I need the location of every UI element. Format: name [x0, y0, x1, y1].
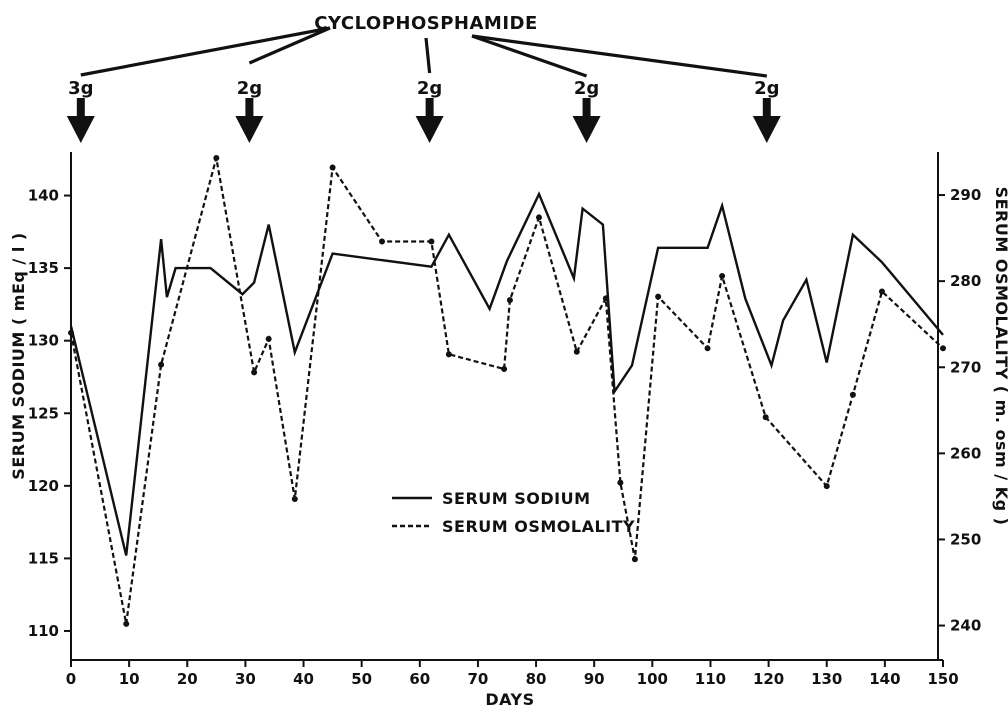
- y-left-axis-title: SERUM SODIUM ( mEq / l ): [9, 232, 28, 479]
- serum-osmolality-point: [506, 297, 513, 304]
- x-tick-label: 30: [235, 670, 256, 688]
- y-left-tick-label: 125: [28, 404, 59, 422]
- y-left-tick-label: 130: [28, 332, 59, 350]
- x-tick-label: 80: [526, 670, 547, 688]
- serum-osmolality-point: [535, 214, 542, 221]
- serum-osmolality-point: [573, 348, 580, 355]
- legend-label: SERUM SODIUM: [442, 489, 591, 508]
- dose-connector-line: [471, 34, 768, 78]
- serum-osmolality-point: [291, 495, 298, 502]
- serum-osmolality-point: [379, 238, 386, 245]
- cyclophosphamide-annotation: CYCLOPHOSPHAMIDE 3g 2g 2g 2g 2g: [66, 13, 781, 143]
- x-tick-label: 150: [927, 670, 958, 688]
- axes: 0 10 20 30 40 50 60 70 80 90 100 110 120 130 140 150 110…: [28, 152, 981, 688]
- dose-arrow-head: [415, 116, 444, 143]
- serum-sodium-line: [69, 191, 944, 556]
- x-tick-label: 40: [293, 670, 314, 688]
- x-tick-label: 0: [66, 670, 76, 688]
- dose-arrow-shaft: [76, 98, 85, 118]
- y-right-tick-label: 240: [950, 617, 981, 635]
- dose-arrow-shaft: [762, 98, 771, 118]
- y-right-tick-label: 270: [950, 358, 981, 376]
- x-tick-label: 50: [351, 670, 372, 688]
- serum-osmolality-point: [617, 479, 624, 486]
- x-tick-label: 10: [119, 670, 140, 688]
- serum-osmolality-point: [849, 391, 856, 398]
- x-tick-label: 20: [177, 670, 198, 688]
- dose-arrow-shaft: [425, 98, 434, 118]
- serum-osmolality-point: [823, 483, 830, 490]
- dose-label: 3g: [68, 78, 93, 99]
- x-tick-label: 120: [753, 670, 784, 688]
- dose-label: 2g: [574, 78, 599, 99]
- series: [68, 155, 946, 627]
- x-tick-label: 130: [811, 670, 842, 688]
- dose-connector-line: [471, 34, 588, 78]
- x-tick-label: 90: [584, 670, 605, 688]
- y-right-tick-label: 260: [950, 444, 981, 462]
- legend: SERUM SODIUM SERUM OSMOLALITY: [392, 489, 635, 536]
- y-right-axis-title: SERUM OSMOLALITY ( m. osm / Kg ): [992, 187, 1008, 526]
- x-tick-label: 140: [869, 670, 900, 688]
- serum-osmolality-line: [69, 157, 944, 625]
- serum-osmolality-point: [501, 365, 508, 372]
- dose-arrow-head: [235, 116, 264, 143]
- x-tick-label: 60: [409, 670, 430, 688]
- dose-arrow-head: [66, 116, 95, 143]
- serum-osmolality-point: [631, 556, 638, 563]
- y-left-tick-label: 140: [28, 187, 59, 205]
- x-tick-label: 100: [637, 670, 668, 688]
- y-right-tick-label: 250: [950, 530, 981, 548]
- y-left-tick-label: 110: [28, 622, 59, 640]
- x-tick-label: 70: [467, 670, 488, 688]
- serum-osmolality-point: [719, 272, 726, 279]
- x-axis-title: DAYS: [485, 690, 534, 709]
- dose-arrow-head: [572, 116, 601, 143]
- dose-arrow-shaft: [582, 98, 591, 118]
- serum-osmolality-point: [329, 164, 336, 171]
- serum-osmolality-point: [878, 288, 885, 295]
- serum-osmolality-point: [123, 620, 130, 627]
- dose-connector-line: [248, 26, 331, 65]
- serum-osmolality-point: [940, 345, 946, 352]
- serum-osmolality-point: [251, 369, 258, 376]
- dose-label: 2g: [417, 78, 442, 99]
- serum-osmolality-point: [213, 155, 220, 162]
- serum-osmolality-point: [602, 295, 609, 302]
- dose-arrow-head: [752, 116, 781, 143]
- dose-connector-line: [80, 26, 331, 77]
- y-right-tick-label: 280: [950, 272, 981, 290]
- serum-osmolality-point: [265, 335, 272, 342]
- y-left-tick-label: 120: [28, 477, 59, 495]
- y-left-tick-label: 135: [28, 259, 59, 277]
- serum-osmolality-point: [704, 345, 711, 352]
- dose-arrow-shaft: [245, 98, 254, 118]
- serum-osmolality-point: [68, 329, 74, 336]
- x-tick-label: 110: [695, 670, 726, 688]
- serum-osmolality-point: [158, 361, 165, 368]
- dose-connector-line: [424, 37, 432, 74]
- serum-osmolality-point: [655, 293, 662, 300]
- drug-title: CYCLOPHOSPHAMIDE: [314, 13, 538, 34]
- dose-label: 2g: [754, 78, 779, 99]
- serum-osmolality-point: [445, 351, 452, 358]
- serum-osmolality-point: [762, 414, 769, 421]
- dose-label: 2g: [237, 78, 262, 99]
- serum-osmolality-point: [428, 238, 435, 245]
- y-right-tick-label: 290: [950, 186, 981, 204]
- legend-label: SERUM OSMOLALITY: [442, 517, 635, 536]
- y-left-tick-label: 115: [28, 549, 59, 567]
